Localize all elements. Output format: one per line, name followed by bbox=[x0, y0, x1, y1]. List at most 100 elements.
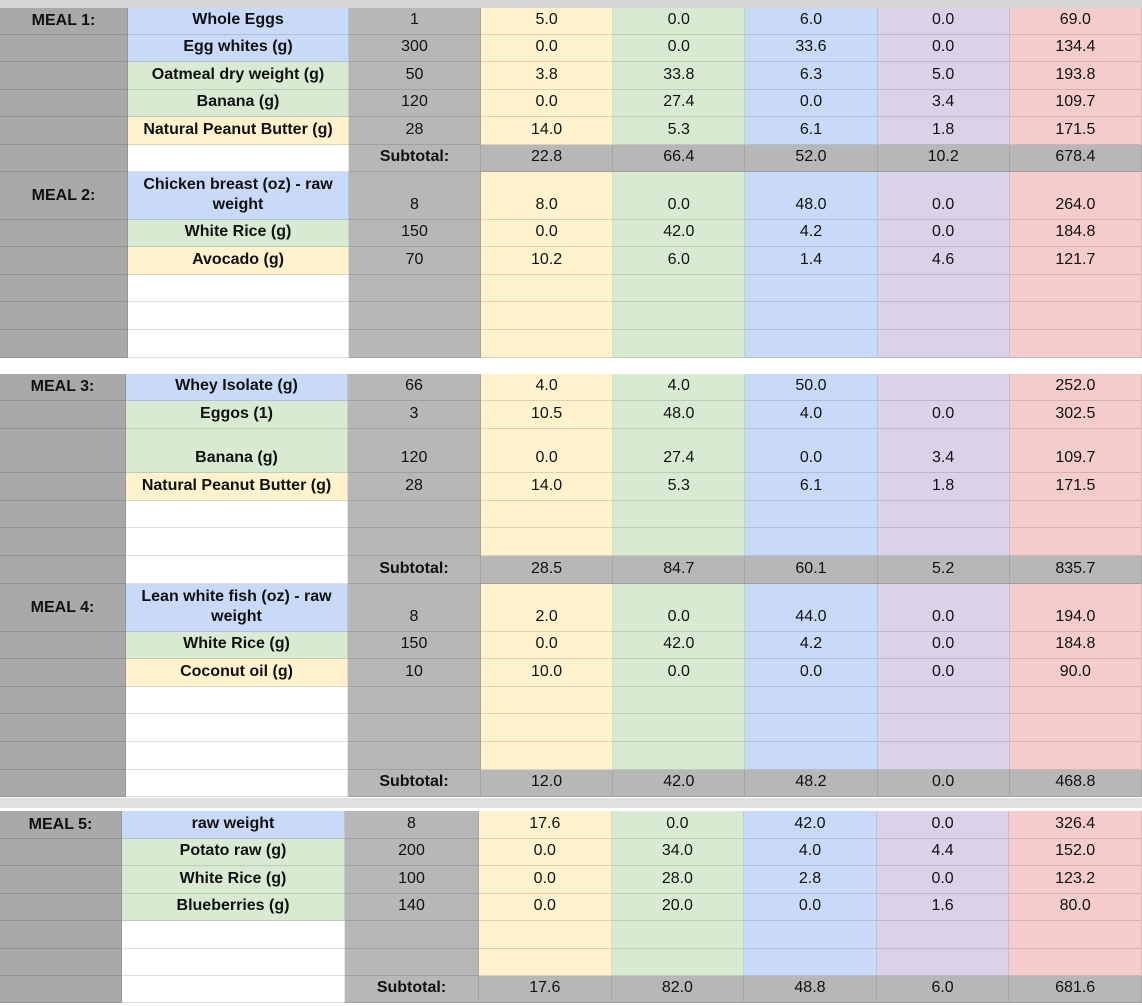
fat-cell[interactable] bbox=[481, 275, 614, 302]
quantity-cell[interactable] bbox=[348, 714, 481, 742]
calories-cell[interactable]: 184.8 bbox=[1009, 632, 1142, 659]
calories-cell[interactable]: 681.6 bbox=[1009, 976, 1142, 1003]
protein-cell[interactable] bbox=[745, 302, 878, 330]
fiber-cell[interactable]: 4.6 bbox=[877, 247, 1010, 275]
calories-cell[interactable]: 252.0 bbox=[1009, 374, 1142, 401]
quantity-cell[interactable]: 140 bbox=[345, 894, 479, 921]
carbs-cell[interactable] bbox=[613, 687, 746, 714]
fat-cell[interactable]: 0.0 bbox=[479, 839, 612, 866]
carbs-cell[interactable]: 0.0 bbox=[613, 8, 746, 35]
fat-cell[interactable]: 5.0 bbox=[481, 8, 614, 35]
carbs-cell[interactable]: 4.0 bbox=[613, 374, 746, 401]
fiber-cell[interactable] bbox=[877, 742, 1010, 770]
food-name-cell[interactable] bbox=[128, 145, 349, 172]
quantity-cell[interactable] bbox=[348, 501, 481, 528]
carbs-cell[interactable]: 42.0 bbox=[613, 220, 746, 247]
food-name-cell[interactable]: Natural Peanut Butter (g) bbox=[128, 117, 349, 145]
calories-cell[interactable]: 109.7 bbox=[1009, 90, 1142, 117]
carbs-cell[interactable] bbox=[613, 501, 746, 528]
meal-label-cell[interactable] bbox=[0, 528, 126, 556]
fiber-cell[interactable] bbox=[877, 687, 1010, 714]
fiber-cell[interactable]: 0.0 bbox=[877, 770, 1010, 797]
quantity-cell[interactable]: 66 bbox=[348, 374, 481, 401]
food-name-cell[interactable]: White Rice (g) bbox=[126, 632, 348, 659]
calories-cell[interactable]: 326.4 bbox=[1009, 811, 1142, 839]
fiber-cell[interactable]: 1.8 bbox=[877, 117, 1010, 145]
food-name-cell[interactable]: Natural Peanut Butter (g) bbox=[126, 473, 348, 501]
food-name-cell[interactable] bbox=[126, 501, 348, 528]
fat-cell[interactable]: 28.5 bbox=[481, 556, 614, 584]
quantity-cell[interactable]: 150 bbox=[348, 632, 481, 659]
protein-cell[interactable]: 60.1 bbox=[745, 556, 878, 584]
protein-cell[interactable]: 4.2 bbox=[745, 632, 878, 659]
protein-cell[interactable]: 1.4 bbox=[745, 247, 878, 275]
food-name-cell[interactable]: White Rice (g) bbox=[128, 220, 349, 247]
fat-cell[interactable]: 0.0 bbox=[481, 90, 614, 117]
protein-cell[interactable]: 6.0 bbox=[745, 8, 878, 35]
meal-label-cell[interactable]: MEAL 5: bbox=[0, 811, 122, 839]
calories-cell[interactable]: 152.0 bbox=[1009, 839, 1142, 866]
protein-cell[interactable] bbox=[745, 714, 878, 742]
meal-label-cell[interactable] bbox=[0, 501, 126, 528]
fiber-cell[interactable]: 4.4 bbox=[876, 839, 1010, 866]
fat-cell[interactable] bbox=[479, 921, 612, 949]
carbs-cell[interactable]: 84.7 bbox=[613, 556, 746, 584]
food-name-cell[interactable] bbox=[122, 949, 345, 976]
protein-cell[interactable]: 42.0 bbox=[744, 811, 877, 839]
meal-label-cell[interactable]: MEAL 1: bbox=[0, 8, 128, 35]
fat-cell[interactable]: 0.0 bbox=[479, 866, 612, 894]
fat-cell[interactable] bbox=[481, 528, 614, 556]
protein-cell[interactable]: 4.0 bbox=[745, 401, 878, 429]
fat-cell[interactable] bbox=[481, 330, 614, 358]
meal-label-cell[interactable] bbox=[0, 976, 122, 1003]
fat-cell[interactable] bbox=[481, 501, 614, 528]
protein-cell[interactable] bbox=[744, 921, 877, 949]
fat-cell[interactable]: 0.0 bbox=[481, 429, 614, 473]
meal-label-cell[interactable] bbox=[0, 401, 126, 429]
calories-cell[interactable]: 302.5 bbox=[1009, 401, 1142, 429]
food-name-cell[interactable]: Coconut oil (g) bbox=[126, 659, 348, 687]
food-name-cell[interactable] bbox=[122, 921, 345, 949]
meal-label-cell[interactable] bbox=[0, 145, 128, 172]
calories-cell[interactable]: 193.8 bbox=[1009, 62, 1142, 90]
meal-label-cell[interactable] bbox=[0, 90, 128, 117]
quantity-cell[interactable] bbox=[349, 275, 481, 302]
quantity-cell[interactable]: 8 bbox=[348, 584, 481, 632]
carbs-cell[interactable] bbox=[613, 302, 746, 330]
quantity-cell[interactable]: 8 bbox=[349, 172, 481, 220]
fiber-cell[interactable]: 0.0 bbox=[877, 8, 1010, 35]
calories-cell[interactable] bbox=[1009, 949, 1142, 976]
fiber-cell[interactable] bbox=[877, 714, 1010, 742]
carbs-cell[interactable] bbox=[611, 949, 745, 976]
quantity-cell[interactable]: Subtotal: bbox=[348, 770, 481, 797]
protein-cell[interactable] bbox=[744, 949, 877, 976]
fat-cell[interactable]: 0.0 bbox=[481, 35, 614, 62]
calories-cell[interactable] bbox=[1009, 330, 1142, 358]
fat-cell[interactable]: 0.0 bbox=[479, 894, 612, 921]
fat-cell[interactable]: 10.2 bbox=[481, 247, 614, 275]
carbs-cell[interactable] bbox=[613, 714, 746, 742]
calories-cell[interactable]: 109.7 bbox=[1009, 429, 1142, 473]
calories-cell[interactable] bbox=[1009, 742, 1142, 770]
food-name-cell[interactable] bbox=[128, 302, 349, 330]
carbs-cell[interactable]: 34.0 bbox=[611, 839, 745, 866]
carbs-cell[interactable]: 5.3 bbox=[613, 117, 746, 145]
carbs-cell[interactable]: 20.0 bbox=[611, 894, 745, 921]
food-name-cell[interactable]: Banana (g) bbox=[128, 90, 349, 117]
carbs-cell[interactable]: 66.4 bbox=[613, 145, 746, 172]
fiber-cell[interactable] bbox=[877, 302, 1010, 330]
quantity-cell[interactable]: 28 bbox=[348, 473, 481, 501]
fiber-cell[interactable] bbox=[877, 330, 1010, 358]
fat-cell[interactable]: 10.0 bbox=[481, 659, 614, 687]
quantity-cell[interactable]: 3 bbox=[348, 401, 481, 429]
fiber-cell[interactable]: 1.8 bbox=[877, 473, 1010, 501]
carbs-cell[interactable]: 27.4 bbox=[613, 429, 746, 473]
carbs-cell[interactable]: 5.3 bbox=[613, 473, 746, 501]
fat-cell[interactable] bbox=[481, 302, 614, 330]
food-name-cell[interactable]: Oatmeal dry weight (g) bbox=[128, 62, 349, 90]
carbs-cell[interactable]: 28.0 bbox=[611, 866, 745, 894]
quantity-cell[interactable]: 200 bbox=[345, 839, 479, 866]
protein-cell[interactable] bbox=[745, 501, 878, 528]
calories-cell[interactable]: 171.5 bbox=[1009, 473, 1142, 501]
protein-cell[interactable]: 33.6 bbox=[745, 35, 878, 62]
